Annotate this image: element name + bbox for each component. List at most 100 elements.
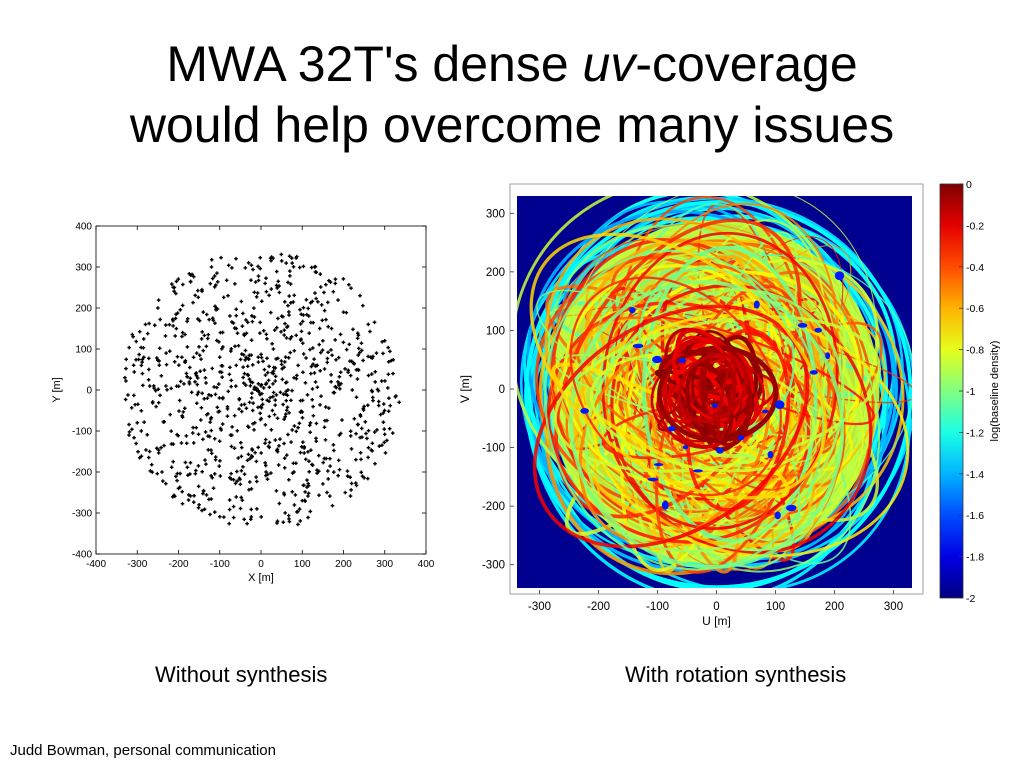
scatter-point: [258, 411, 263, 416]
scatter-point: [306, 481, 310, 486]
scatter-point: [227, 521, 232, 526]
scatter-point: [326, 350, 330, 355]
x-tick-label: 0: [713, 601, 719, 613]
scatter-point: [222, 515, 226, 519]
scatter-point: [178, 379, 183, 384]
scatter-point: [298, 410, 303, 414]
scatter-point: [234, 495, 239, 499]
uv-gap: [682, 445, 689, 450]
scatter-point: [299, 312, 303, 317]
scatter-point: [200, 508, 204, 513]
scatter-point: [299, 329, 304, 334]
scatter-point: [228, 314, 232, 318]
scatter-point: [386, 360, 391, 364]
scatter-point: [158, 317, 162, 322]
title-line-2: would help overcome many issues: [129, 97, 895, 153]
scatter-point: [361, 303, 365, 308]
uv-track-core: [716, 358, 737, 441]
scatter-point: [325, 356, 330, 361]
scatter-point: [290, 256, 294, 260]
scatter-point: [375, 387, 380, 392]
scatter-point: [313, 364, 318, 368]
scatter-point: [216, 382, 221, 386]
scatter-point: [141, 355, 146, 360]
scatter-point: [140, 371, 145, 376]
scatter-point: [302, 445, 307, 449]
scatter-point: [331, 390, 336, 395]
scatter-point: [156, 400, 161, 405]
scatter-point: [212, 436, 217, 441]
scatter-point: [372, 430, 377, 434]
scatter-point: [174, 326, 179, 331]
scatter-point: [336, 355, 341, 360]
scatter-point: [199, 405, 204, 410]
scatter-point: [310, 462, 314, 467]
scatter-point: [180, 501, 185, 506]
scatter-point: [311, 362, 315, 366]
scatter-point: [279, 362, 284, 367]
scatter-point: [147, 384, 152, 388]
scatter-point: [336, 473, 341, 478]
scatter-point: [248, 517, 253, 522]
scatter-point: [380, 443, 384, 448]
scatter-point: [227, 372, 232, 377]
scatter-point: [188, 280, 193, 284]
scatter-point: [306, 450, 310, 454]
scatter-point: [153, 388, 158, 393]
scatter-point: [273, 403, 278, 407]
scatter-point: [201, 491, 205, 496]
scatter-point: [249, 263, 254, 268]
scatter-point: [196, 484, 201, 489]
scatter-point: [241, 465, 245, 469]
scatter-point: [259, 355, 264, 360]
scatter-point: [325, 360, 330, 365]
scatter-point: [318, 368, 322, 373]
scatter-point: [260, 397, 265, 402]
scatter-point: [244, 406, 249, 411]
scatter-point: [244, 318, 248, 322]
scatter-point: [307, 469, 311, 474]
scatter-point: [282, 333, 286, 337]
scatter-point: [243, 383, 248, 387]
scatter-point: [294, 333, 299, 338]
scatter-point: [175, 478, 179, 483]
scatter-point: [239, 403, 244, 407]
scatter-point: [310, 387, 315, 391]
scatter-point: [177, 398, 182, 403]
scatter-point: [235, 331, 240, 336]
scatter-point: [336, 458, 341, 463]
uv-gap: [667, 426, 676, 432]
scatter-point: [338, 387, 342, 391]
scatter-point: [275, 449, 280, 454]
scatter-point: [241, 311, 245, 316]
scatter-point: [202, 507, 207, 512]
scatter-point: [298, 519, 303, 523]
scatter-point: [177, 485, 182, 490]
scatter-point: [266, 472, 270, 477]
scatter-point: [219, 347, 224, 351]
scatter-point: [155, 356, 159, 360]
scatter-point: [181, 410, 186, 414]
scatter-point: [381, 420, 386, 425]
scatter-point: [129, 406, 134, 410]
scatter-point: [334, 385, 339, 390]
scatter-point: [326, 477, 331, 481]
scatter-point: [123, 397, 128, 402]
scatter-point: [267, 364, 271, 369]
scatter-point: [337, 374, 342, 379]
scatter-point: [308, 347, 312, 352]
scatter-point: [245, 372, 250, 377]
scatter-point: [344, 347, 349, 352]
scatter-point: [382, 440, 387, 445]
scatter-point: [382, 432, 387, 437]
scatter-point: [263, 373, 268, 377]
scatter-point: [204, 312, 209, 317]
scatter-point: [200, 391, 204, 396]
scatter-point: [249, 396, 254, 400]
scatter-point: [204, 344, 209, 349]
scatter-point: [376, 403, 381, 408]
scatter-point: [205, 396, 210, 400]
scatter-point: [212, 385, 216, 389]
scatter-point: [124, 379, 128, 383]
scatter-point: [184, 441, 189, 446]
